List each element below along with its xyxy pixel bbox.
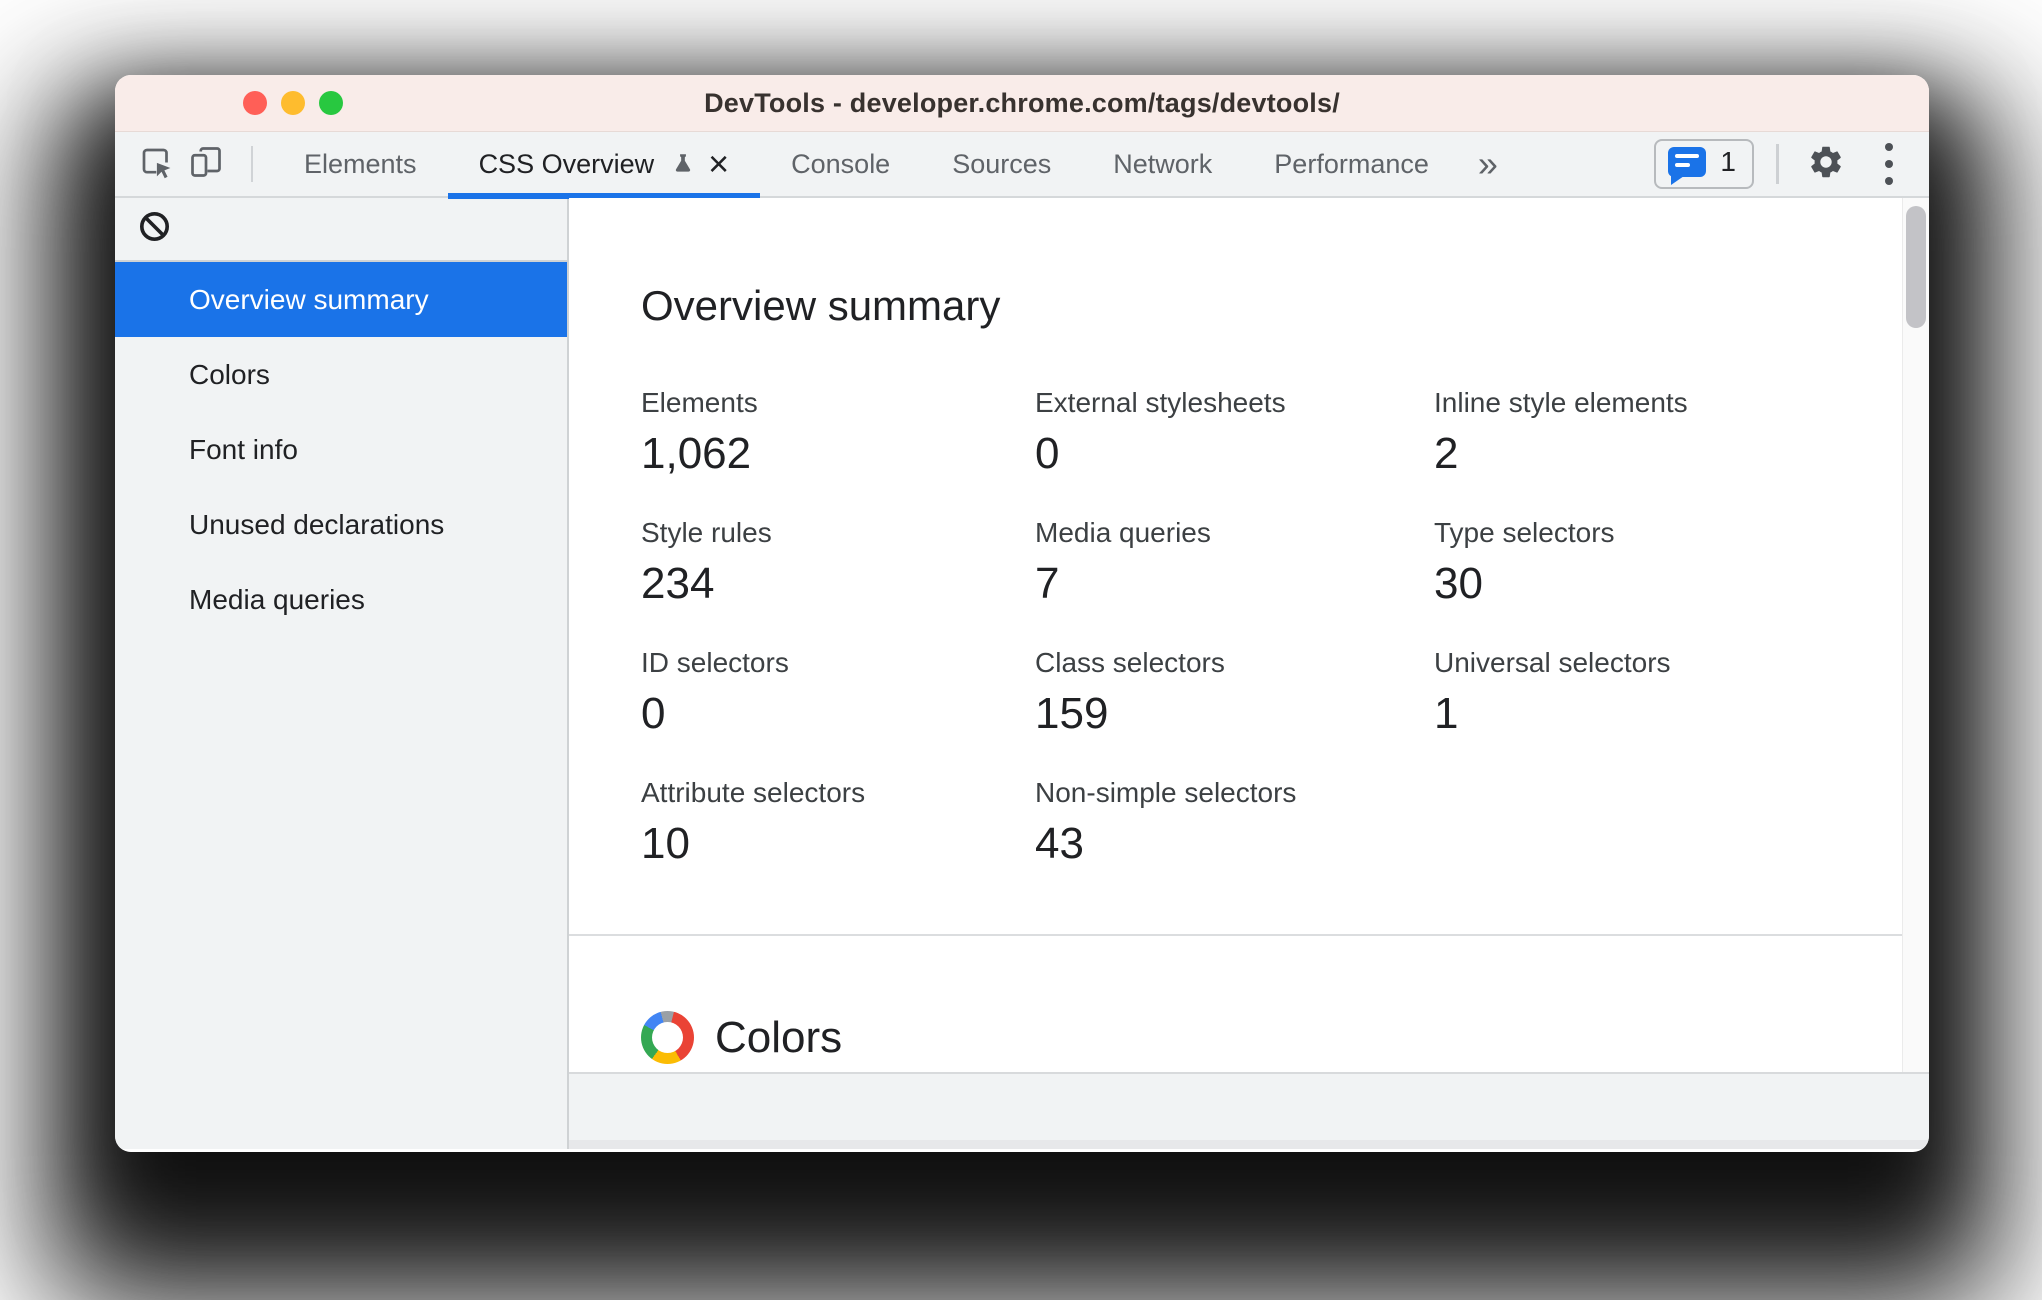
sidebar-item-label: Media queries	[189, 583, 365, 615]
issues-count-badge: 1	[1720, 146, 1736, 177]
controls-divider	[1776, 144, 1779, 184]
devtools-window: DevTools - developer.chrome.com/tags/dev…	[115, 75, 1929, 1152]
tab-label: Sources	[952, 148, 1052, 179]
titlebar: DevTools - developer.chrome.com/tags/dev…	[115, 75, 1929, 132]
sidebar-item-media-queries[interactable]: Media queries	[115, 562, 567, 637]
stat-id-selectors: ID selectors 0	[641, 646, 1035, 740]
color-wheel-icon	[641, 1011, 694, 1064]
sidebar-toolbar	[115, 198, 567, 262]
device-toolbar-icon	[188, 144, 224, 185]
stat-label: External stylesheets	[1035, 387, 1286, 418]
stat-label: Elements	[641, 387, 758, 418]
more-tabs-chevron-icon[interactable]: »	[1477, 143, 1498, 184]
colors-section-title: Colors	[715, 1012, 843, 1062]
toolbar-divider	[251, 146, 253, 182]
stat-value: 43	[1035, 819, 1084, 868]
stat-label: Style rules	[641, 517, 772, 548]
stat-value: 2	[1434, 429, 1459, 478]
traffic-lights	[243, 91, 343, 115]
stat-universal-selectors: Universal selectors 1	[1434, 646, 1929, 740]
zoom-window-button[interactable]	[319, 91, 343, 115]
stat-label: Media queries	[1035, 517, 1211, 548]
tab-css-overview[interactable]: CSS Overview ×	[447, 131, 761, 199]
inspect-cursor-icon	[138, 144, 174, 185]
customize-devtools-button[interactable]	[1875, 143, 1903, 185]
stat-external-stylesheets: External stylesheets 0	[1035, 386, 1434, 480]
panel-body: Overview summary Colors Font info Unused…	[115, 198, 1929, 1149]
stat-label: Non-simple selectors	[1035, 777, 1297, 808]
stat-value: 1	[1434, 689, 1459, 738]
sidebar-item-unused-declarations[interactable]: Unused declarations	[115, 487, 567, 562]
minimize-window-button[interactable]	[281, 91, 305, 115]
tab-label: Network	[1113, 148, 1213, 179]
stat-value: 159	[1035, 689, 1109, 738]
tab-label: Console	[791, 148, 891, 179]
stat-style-rules: Style rules 234	[641, 516, 1035, 610]
tab-sources[interactable]: Sources	[921, 131, 1082, 197]
dot-icon	[1885, 143, 1893, 151]
sidebar-item-label: Colors	[189, 358, 270, 390]
dot-icon	[1885, 160, 1893, 168]
stat-media-queries: Media queries 7	[1035, 516, 1434, 610]
sidebar-item-font-info[interactable]: Font info	[115, 412, 567, 487]
bottom-status-strip	[569, 1072, 1929, 1149]
stat-value: 10	[641, 819, 690, 868]
clear-overview-button[interactable]	[137, 209, 172, 249]
css-overview-sidebar: Overview summary Colors Font info Unused…	[115, 198, 569, 1149]
tab-network[interactable]: Network	[1082, 131, 1243, 197]
stat-label: ID selectors	[641, 647, 789, 678]
issues-chat-icon	[1668, 147, 1707, 185]
stat-value: 30	[1434, 559, 1483, 608]
experiment-flask-icon	[670, 149, 696, 179]
stat-inline-style-elements: Inline style elements 2	[1434, 386, 1929, 480]
close-tab-icon[interactable]: ×	[708, 143, 730, 184]
stat-value: 0	[641, 689, 666, 738]
settings-button[interactable]	[1801, 134, 1851, 194]
summary-stats-grid: Elements 1,062 External stylesheets 0 In…	[641, 386, 1929, 870]
stat-label: Attribute selectors	[641, 777, 866, 808]
stat-class-selectors: Class selectors 159	[1035, 646, 1434, 740]
stat-label: Universal selectors	[1434, 647, 1671, 678]
scrollbar-thumb[interactable]	[1906, 206, 1926, 328]
stat-value: 1,062	[641, 429, 752, 478]
stat-attribute-selectors: Attribute selectors 10	[641, 776, 1035, 870]
tab-console[interactable]: Console	[760, 131, 921, 197]
tab-label: Performance	[1274, 148, 1429, 179]
issues-button[interactable]: 1	[1654, 139, 1754, 189]
main-panel: Overview summary Elements 1,062 External…	[569, 198, 1929, 1149]
gear-icon	[1807, 143, 1845, 186]
tab-label: Elements	[304, 148, 417, 179]
stat-elements: Elements 1,062	[641, 386, 1035, 480]
toolbar-right-controls: 1	[1654, 134, 1903, 194]
sidebar-item-overview-summary[interactable]: Overview summary	[115, 262, 567, 337]
sidebar-item-label: Font info	[189, 433, 298, 465]
tab-label: CSS Overview	[478, 148, 655, 179]
window-title: DevTools - developer.chrome.com/tags/dev…	[704, 87, 1340, 118]
sidebar-nav: Overview summary Colors Font info Unused…	[115, 262, 567, 637]
dot-icon	[1885, 177, 1893, 185]
stat-label: Inline style elements	[1434, 387, 1688, 418]
section-divider	[569, 934, 1929, 936]
stat-label: Type selectors	[1434, 517, 1615, 548]
stat-value: 7	[1035, 559, 1060, 608]
sidebar-item-label: Unused declarations	[189, 508, 445, 540]
overview-summary-content: Overview summary Elements 1,062 External…	[569, 198, 1929, 1072]
stat-label: Class selectors	[1035, 647, 1225, 678]
tab-performance[interactable]: Performance	[1243, 131, 1460, 197]
colors-section-header: Colors	[641, 1011, 1929, 1064]
page-title: Overview summary	[641, 282, 1001, 329]
stat-non-simple-selectors: Non-simple selectors 43	[1035, 776, 1434, 870]
vertical-scrollbar[interactable]	[1902, 198, 1929, 1072]
sidebar-item-colors[interactable]: Colors	[115, 337, 567, 412]
inspect-element-button[interactable]	[131, 134, 181, 194]
devtools-toolbar: Elements CSS Overview × Console Sources …	[115, 131, 1929, 199]
tab-elements[interactable]: Elements	[273, 131, 448, 197]
sidebar-item-label: Overview summary	[189, 283, 429, 315]
stat-type-selectors: Type selectors 30	[1434, 516, 1929, 610]
close-window-button[interactable]	[243, 91, 267, 115]
toggle-device-toolbar-button[interactable]	[181, 134, 231, 194]
stat-value: 0	[1035, 429, 1060, 478]
stat-value: 234	[641, 559, 715, 608]
